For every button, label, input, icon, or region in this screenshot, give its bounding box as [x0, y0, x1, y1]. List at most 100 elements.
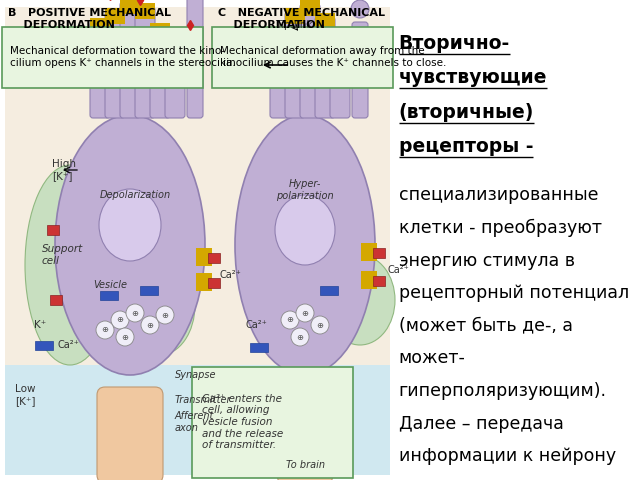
Text: ⊕: ⊕	[296, 333, 303, 341]
FancyBboxPatch shape	[97, 387, 163, 480]
FancyBboxPatch shape	[35, 341, 53, 350]
FancyBboxPatch shape	[5, 365, 390, 475]
FancyBboxPatch shape	[212, 27, 393, 88]
Ellipse shape	[96, 321, 114, 339]
FancyBboxPatch shape	[352, 22, 368, 118]
FancyBboxPatch shape	[361, 271, 377, 289]
Text: Mechanical deformation toward the kino-
cilium opens K⁺ channels in the stereoci: Mechanical deformation toward the kino- …	[10, 46, 236, 68]
FancyBboxPatch shape	[285, 12, 305, 118]
Text: ⊕: ⊕	[131, 309, 138, 317]
Text: может-: может-	[399, 349, 465, 368]
Text: ⊕: ⊕	[102, 325, 109, 335]
Text: энергию стимула в: энергию стимула в	[399, 252, 575, 269]
FancyBboxPatch shape	[187, 0, 203, 118]
Text: гиперполяризующим).: гиперполяризующим).	[399, 382, 607, 400]
Text: Ca²⁺ enters the
cell, allowing
vesicle fusion
and the release
of transmitter.: Ca²⁺ enters the cell, allowing vesicle f…	[202, 394, 284, 450]
FancyBboxPatch shape	[165, 42, 185, 118]
FancyBboxPatch shape	[100, 291, 118, 300]
Text: To brain: To brain	[285, 460, 324, 470]
FancyBboxPatch shape	[270, 28, 290, 44]
Text: B   POSITIVE MECHANICAL
    DEFORMATION: B POSITIVE MECHANICAL DEFORMATION	[8, 8, 171, 30]
FancyBboxPatch shape	[192, 367, 353, 478]
FancyBboxPatch shape	[120, 0, 140, 14]
FancyBboxPatch shape	[140, 286, 158, 295]
Text: ⊕: ⊕	[317, 321, 323, 329]
Ellipse shape	[351, 0, 369, 18]
Text: ⊕: ⊕	[116, 315, 124, 324]
FancyBboxPatch shape	[330, 37, 350, 118]
Text: (может быть де-, а: (может быть де-, а	[399, 317, 573, 335]
Text: информации к нейрону: информации к нейрону	[399, 447, 616, 466]
Ellipse shape	[141, 316, 159, 334]
FancyBboxPatch shape	[315, 13, 335, 29]
Ellipse shape	[296, 304, 314, 322]
Text: Ca²⁺: Ca²⁺	[57, 340, 79, 350]
FancyBboxPatch shape	[5, 7, 390, 475]
FancyBboxPatch shape	[196, 248, 212, 266]
FancyBboxPatch shape	[196, 273, 212, 291]
Text: Mechanical deformation away from the
kinocilium causes the K⁺ channels to close.: Mechanical deformation away from the kin…	[220, 46, 446, 68]
Ellipse shape	[55, 115, 205, 375]
FancyBboxPatch shape	[300, 4, 320, 118]
FancyBboxPatch shape	[150, 27, 170, 118]
Text: Hyper-
polarization: Hyper- polarization	[276, 179, 334, 201]
FancyBboxPatch shape	[2, 27, 203, 88]
Text: C   NEGATIVE MECHANICAL
    DEFORMATION: C NEGATIVE MECHANICAL DEFORMATION	[218, 8, 385, 30]
FancyBboxPatch shape	[285, 8, 305, 24]
Text: Ca²⁺: Ca²⁺	[388, 265, 410, 275]
Text: Afferent
axon: Afferent axon	[175, 411, 214, 433]
FancyBboxPatch shape	[320, 286, 338, 295]
FancyBboxPatch shape	[300, 0, 320, 16]
FancyBboxPatch shape	[47, 225, 59, 235]
FancyBboxPatch shape	[150, 23, 170, 39]
FancyBboxPatch shape	[90, 18, 110, 34]
Text: Вторично-: Вторично-	[399, 34, 510, 53]
Text: (вторичные): (вторичные)	[399, 103, 534, 122]
FancyBboxPatch shape	[250, 343, 268, 352]
Ellipse shape	[116, 328, 134, 346]
FancyBboxPatch shape	[105, 12, 125, 118]
FancyBboxPatch shape	[270, 32, 290, 118]
FancyBboxPatch shape	[330, 33, 350, 49]
Ellipse shape	[156, 306, 174, 324]
Text: High
[K⁺]: High [K⁺]	[52, 159, 76, 181]
Ellipse shape	[125, 255, 195, 355]
Text: рецепторы -: рецепторы -	[399, 137, 533, 156]
Ellipse shape	[291, 328, 309, 346]
FancyBboxPatch shape	[165, 38, 185, 54]
Text: Ca²⁺: Ca²⁺	[245, 320, 267, 330]
Ellipse shape	[235, 115, 375, 375]
FancyBboxPatch shape	[373, 248, 385, 258]
Text: Ca²⁺: Ca²⁺	[220, 270, 242, 280]
FancyBboxPatch shape	[208, 278, 220, 288]
Ellipse shape	[325, 255, 395, 345]
Text: Synapse: Synapse	[175, 370, 216, 380]
Text: ⊕: ⊕	[122, 333, 129, 341]
Text: Depolarization: Depolarization	[99, 190, 171, 200]
Text: рецепторный потенциал: рецепторный потенциал	[399, 284, 629, 302]
FancyBboxPatch shape	[135, 7, 155, 118]
Text: Transmitter: Transmitter	[175, 395, 232, 405]
FancyBboxPatch shape	[50, 295, 62, 305]
Ellipse shape	[99, 189, 161, 261]
Text: Vesicle: Vesicle	[93, 280, 127, 290]
FancyBboxPatch shape	[361, 243, 377, 261]
Text: Low
[K⁺]: Low [K⁺]	[15, 384, 35, 406]
Text: Support
cell: Support cell	[42, 244, 83, 266]
FancyBboxPatch shape	[315, 17, 335, 118]
Text: специализированные: специализированные	[399, 186, 598, 204]
FancyBboxPatch shape	[105, 8, 125, 24]
Text: ⊕: ⊕	[301, 309, 308, 317]
Text: Tip link: Tip link	[275, 20, 312, 30]
Ellipse shape	[25, 165, 115, 365]
Text: ⊕: ⊕	[161, 311, 168, 320]
Ellipse shape	[126, 304, 144, 322]
Ellipse shape	[111, 311, 129, 329]
Text: K⁺: K⁺	[34, 320, 46, 330]
Ellipse shape	[281, 311, 299, 329]
FancyBboxPatch shape	[120, 2, 140, 118]
Ellipse shape	[275, 195, 335, 265]
FancyBboxPatch shape	[90, 22, 110, 118]
Ellipse shape	[311, 316, 329, 334]
Text: Далее – передача: Далее – передача	[399, 415, 564, 433]
